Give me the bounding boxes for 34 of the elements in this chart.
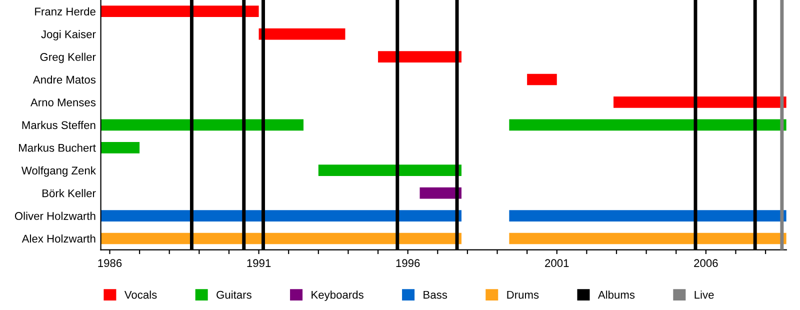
y-tick-label: Andre Matos [32,75,96,84]
bar [100,232,462,244]
bar [614,96,786,108]
bar [100,142,140,154]
legend-label: Bass [424,290,448,299]
legend-label: Albums [598,290,635,299]
x-tick-label: 2001 [545,259,569,268]
y-tick-label: Markus Buchert [19,144,96,152]
bar [318,164,462,176]
legend-label: Vocals [124,290,157,299]
y-tick-label: Greg Keller [40,52,96,64]
legend-label: Live [694,290,714,299]
bar [378,51,462,62]
bar [100,210,462,222]
y-tick-label: Markus Steffen [22,120,96,130]
y-tick-label: Arno Menses [30,98,96,106]
y-tick-label: Jogi Kaiser [41,30,96,40]
bar [527,74,557,86]
y-tick-label: Alex Holzwarth [22,234,96,243]
legend-label: Guitars [216,290,252,299]
x-tick-label: 1986 [98,259,122,268]
y-tick-label: Oliver Holzwarth [14,212,96,220]
bar [100,6,259,18]
y-tick-label: Börk Keller [42,189,96,198]
y-tick-label: Wolfgang Zenk [21,166,96,177]
bar [420,187,462,199]
bar [100,119,304,131]
x-tick-label: 1996 [396,259,420,268]
x-tick-label: 2006 [694,259,718,268]
bar [258,28,346,40]
x-tick-label: 1991 [247,259,271,268]
legend-label: Drums [507,290,539,299]
legend-label: Keyboards [312,290,364,301]
y-tick-label: Franz Herde [35,7,96,16]
